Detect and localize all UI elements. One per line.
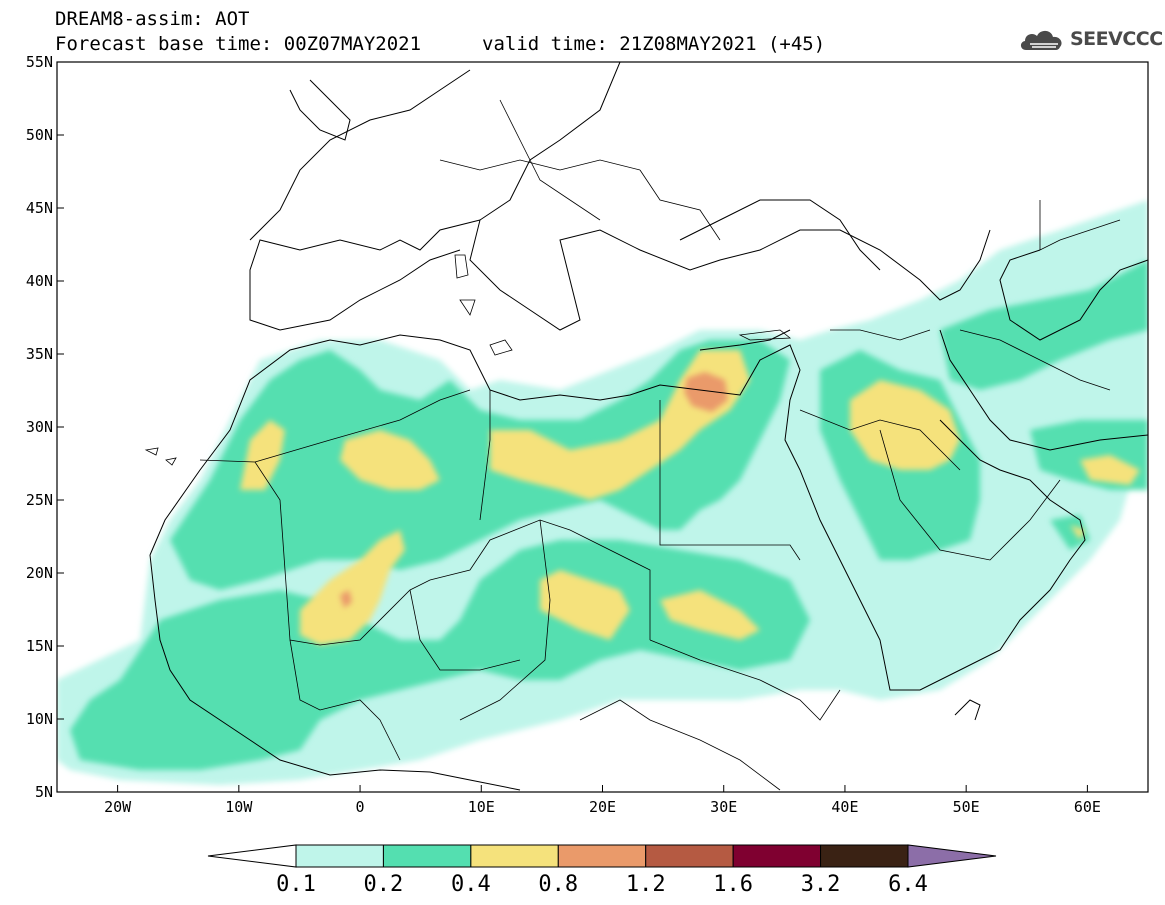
lat-label: 35N xyxy=(26,345,53,363)
lat-label: 45N xyxy=(26,199,53,217)
islands xyxy=(144,254,792,466)
colorbar-level-label: 3.2 xyxy=(801,872,841,897)
cloud-icon xyxy=(1020,30,1062,50)
colorbar-level-label: 1.2 xyxy=(626,872,666,897)
aot-field-0.2 xyxy=(70,260,1148,770)
colorbar-bin xyxy=(820,844,909,868)
lat-label: 50N xyxy=(26,126,53,144)
lat-label: 40N xyxy=(26,272,53,290)
lon-label: 0 xyxy=(356,798,365,816)
coastlines xyxy=(149,62,1148,791)
colorbar-bin xyxy=(295,844,384,868)
colorbar-bin xyxy=(470,844,559,868)
lon-label: 20E xyxy=(589,798,616,816)
colorbar-bin xyxy=(382,844,472,868)
valid-time: valid time: 21Z08MAY2021 (+45) xyxy=(482,33,826,55)
lat-label: 25N xyxy=(26,491,53,509)
lat-label: 5N xyxy=(35,783,53,801)
colorbar: 0.1 0.2 0.4 0.8 1.2 1.6 3.2 6.4 xyxy=(207,844,997,897)
logo-text: SEEVCCC xyxy=(1070,28,1163,50)
colorbar-level-label: 0.1 xyxy=(276,872,316,897)
aot-field-0.8 xyxy=(340,372,728,608)
lat-label: 55N xyxy=(26,53,53,71)
lat-label: 10N xyxy=(26,710,53,728)
country-borders xyxy=(199,99,1121,791)
lon-label: 20W xyxy=(104,798,132,816)
colorbar-level-label: 0.2 xyxy=(364,872,404,897)
colorbar-under-arrow xyxy=(207,844,297,868)
latitude-labels: 55N 50N 45N 40N 35N 30N 25N 20N 15N 10N 5N xyxy=(26,53,64,801)
lon-label: 50E xyxy=(953,798,980,816)
lat-label: 30N xyxy=(26,418,53,436)
colorbar-level-label: 1.6 xyxy=(713,872,753,897)
forecast-base-time: Forecast base time: 00Z07MAY2021 xyxy=(55,33,422,55)
longitude-labels: 20W 10W 0 10E 20E 30E 40E 50E 60E xyxy=(104,785,1101,816)
lon-label: 30E xyxy=(710,798,737,816)
chart-title: DREAM8-assim: AOT xyxy=(55,8,250,30)
lon-label: 10W xyxy=(225,798,253,816)
colorbar-level-label: 0.4 xyxy=(451,872,491,897)
colorbar-level-label: 0.8 xyxy=(538,872,578,897)
colorbar-level-label: 6.4 xyxy=(888,872,928,897)
colorbar-bin xyxy=(732,844,822,868)
seevccc-logo: SEEVCCC xyxy=(1018,24,1163,56)
colorbar-bin xyxy=(557,844,647,868)
lon-label: 60E xyxy=(1074,798,1101,816)
lon-label: 10E xyxy=(468,798,495,816)
lat-label: 20N xyxy=(26,564,53,582)
colorbar-bin xyxy=(645,844,734,868)
colorbar-over-arrow xyxy=(907,844,997,868)
lon-label: 40E xyxy=(831,798,858,816)
lat-label: 15N xyxy=(26,637,53,655)
